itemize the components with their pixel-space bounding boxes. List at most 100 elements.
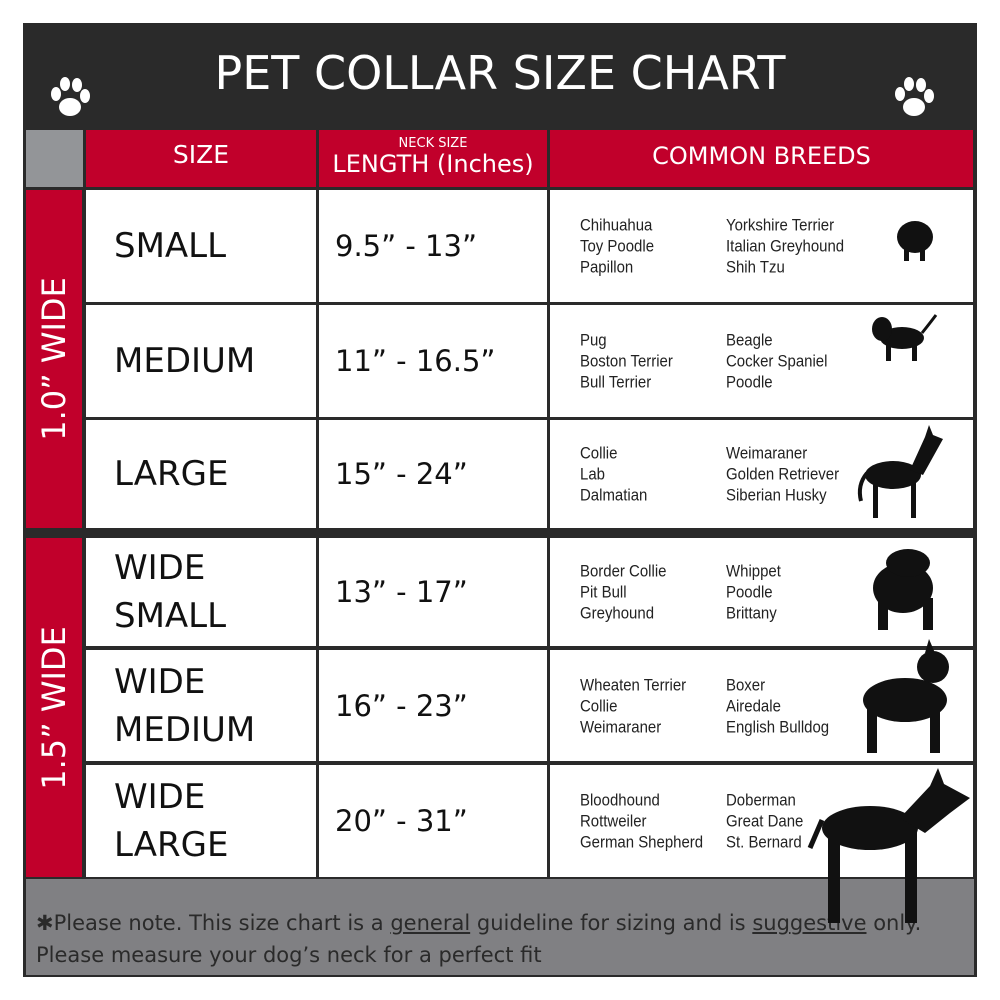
- breed-name: Cocker Spaniel: [726, 351, 828, 371]
- dog-silhouette-icon: [857, 425, 943, 518]
- paw-icon: [51, 77, 90, 116]
- breed-name: Great Dane: [726, 811, 804, 831]
- breed-name: Shih Tzu: [726, 257, 785, 277]
- table-row-size: WIDE LARGE: [86, 765, 316, 877]
- breed-list: Whippet Poodle Brittany: [726, 561, 788, 624]
- breed-name: Siberian Husky: [726, 485, 827, 505]
- breed-name: Collie: [580, 696, 618, 715]
- chart-title: PET COLLAR SIZE CHART: [214, 46, 786, 100]
- table-row-length: 16” - 23”: [319, 650, 547, 761]
- breed-name: Toy Poodle: [580, 236, 655, 256]
- breed-name: Pug: [580, 330, 607, 350]
- breed-name: Poodle: [726, 372, 773, 392]
- breed-name: Rottweiler: [580, 811, 647, 831]
- length-value: 20” - 31”: [335, 804, 468, 838]
- table-row-breeds: Bloodhound Rottweiler German Shepherd Dober…: [550, 765, 973, 877]
- breed-name: Dalmatian: [580, 485, 648, 505]
- breed-name: Whippet: [726, 561, 781, 581]
- length-value: 15” - 24”: [335, 457, 468, 491]
- breed-name: Boston Terrier: [580, 351, 673, 371]
- table-row-length: 20” - 31”: [319, 765, 547, 877]
- breed-name: Chihuahua: [580, 215, 653, 235]
- header-length-sub: NECK SIZE: [398, 136, 468, 151]
- length-value: 11” - 16.5”: [335, 344, 496, 378]
- breed-list: Chihuahua Toy Poodle Papillon: [580, 215, 664, 278]
- breed-name: Yorkshire Terrier: [726, 215, 835, 235]
- header-breeds: COMMON BREEDS: [550, 130, 973, 187]
- breed-name: Pit Bull: [580, 582, 627, 602]
- breed-list: Bloodhound Rottweiler German Shepherd: [580, 790, 720, 853]
- header-size: SIZE: [86, 130, 316, 187]
- table-row-length: 13” - 17”: [319, 538, 547, 646]
- table-row-length: 15” - 24”: [319, 420, 547, 528]
- size-label: WIDE MEDIUM: [114, 661, 256, 750]
- size-label: SMALL: [114, 226, 227, 266]
- breed-name: Beagle: [726, 330, 773, 350]
- length-value: 9.5” - 13”: [335, 229, 477, 263]
- breed-list: Pug Boston Terrier Bull Terrier: [580, 330, 686, 393]
- breed-list: Doberman Great Dane St. Bernard: [726, 790, 814, 853]
- breed-list: Yorkshire Terrier Italian Greyhound Shih T…: [726, 215, 860, 278]
- dog-silhouette-icon: [873, 549, 933, 630]
- breed-name: Italian Greyhound: [726, 236, 845, 256]
- header-size-label: SIZE: [172, 140, 230, 169]
- table-row-size: WIDE MEDIUM: [86, 650, 316, 761]
- breed-list: Collie Lab Dalmatian: [580, 443, 657, 506]
- dog-silhouette-icon: [807, 768, 970, 923]
- breed-name: Bloodhound: [580, 790, 660, 810]
- breed-list: Boxer Airedale English Bulldog: [726, 674, 843, 737]
- breed-name: German Shepherd: [580, 832, 704, 852]
- size-label: WIDE LARGE: [114, 777, 229, 865]
- breed-name: English Bulldog: [726, 717, 830, 736]
- table-row-size: MEDIUM: [86, 305, 316, 417]
- breed-name: Greyhound: [580, 603, 655, 623]
- breed-name: Doberman: [726, 790, 796, 810]
- breed-list: Weimaraner Golden Retriever Siberian Husky: [726, 443, 855, 506]
- breed-name: Wheaten Terrier: [580, 675, 687, 694]
- table-row-size: WIDE SMALL: [86, 538, 316, 646]
- dog-silhouette-icon: [863, 639, 949, 753]
- breed-name: Bull Terrier: [580, 372, 652, 392]
- group-2-label: 1.5” WIDE: [26, 538, 82, 877]
- footer-note: ✱Please note. This size chart is a gener…: [26, 879, 974, 975]
- table-row-size: SMALL: [86, 190, 316, 302]
- table-row-breeds: Wheaten Terrier Collie Weimaraner Boxer Aire…: [550, 650, 973, 761]
- breed-name: Weimaraner: [726, 443, 808, 463]
- table-row-length: 11” - 16.5”: [319, 305, 547, 417]
- length-value: 16” - 23”: [335, 688, 468, 723]
- group-label-text: 1.5” WIDE: [35, 625, 73, 790]
- breed-list: Border Collie Pit Bull Greyhound: [580, 561, 678, 624]
- breed-list: Wheaten Terrier Collie Weimaraner: [580, 674, 701, 737]
- breed-name: Boxer: [726, 675, 766, 694]
- paw-icon: [895, 77, 934, 116]
- note-line-2: Please measure your dog’s neck for a per…: [36, 943, 542, 967]
- breed-name: St. Bernard: [726, 832, 802, 852]
- dog-silhouette-icon: [872, 314, 938, 361]
- table-row-size: LARGE: [86, 420, 316, 528]
- size-label: LARGE: [114, 454, 229, 494]
- table-row-breeds: Pug Boston Terrier Bull Terrier Beagle Cocke…: [550, 305, 973, 417]
- header-length: NECK SIZE LENGTH (Inches): [319, 130, 547, 187]
- breed-name: Lab: [580, 464, 605, 484]
- breed-name: Poodle: [726, 582, 773, 602]
- breed-name: Airedale: [726, 696, 781, 715]
- header-breeds-label: COMMON BREEDS: [652, 142, 871, 170]
- size-label: WIDE SMALL: [114, 548, 227, 636]
- note-line-1: ✱Please note. This size chart is a gener…: [36, 911, 922, 935]
- breed-name: Golden Retriever: [726, 464, 840, 484]
- header-corner: [26, 130, 83, 187]
- size-label: MEDIUM: [114, 341, 256, 381]
- dog-silhouette-icon: [897, 221, 933, 261]
- breed-name: Papillon: [580, 257, 634, 277]
- table-row-length: 9.5” - 13”: [319, 190, 547, 302]
- breed-name: Border Collie: [580, 561, 667, 581]
- breed-list: Beagle Cocker Spaniel Poodle: [726, 330, 841, 393]
- header-length-label: LENGTH (Inches): [332, 150, 534, 178]
- title-bar: PET COLLAR SIZE CHART: [24, 24, 976, 127]
- breed-name: Brittany: [726, 603, 777, 623]
- length-value: 13” - 17”: [335, 575, 468, 609]
- breed-name: Collie: [580, 443, 618, 463]
- group-label-text: 1.0” WIDE: [35, 277, 73, 441]
- group-1-label: 1.0” WIDE: [26, 190, 82, 528]
- breed-name: Weimaraner: [580, 717, 662, 736]
